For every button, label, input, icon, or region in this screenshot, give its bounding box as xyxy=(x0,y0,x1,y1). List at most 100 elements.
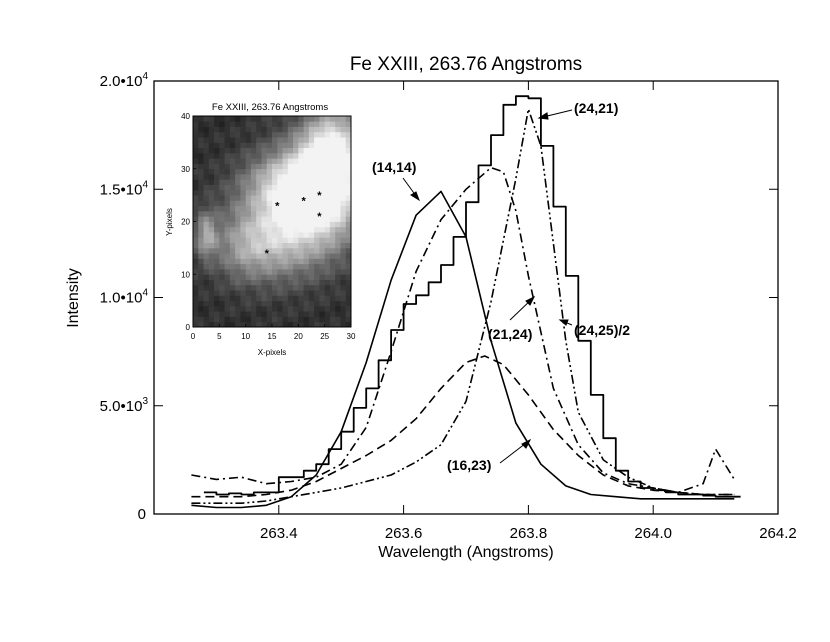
inset-pixel xyxy=(198,226,204,233)
inset-pixel xyxy=(308,311,315,317)
inset-pixel xyxy=(224,205,231,212)
inset-pixel xyxy=(282,205,289,212)
inset-pixel xyxy=(266,216,273,222)
inset-pixel xyxy=(193,205,199,212)
inset-pixel xyxy=(335,216,341,222)
inset-pixel xyxy=(203,274,210,280)
inset-pixel xyxy=(245,253,252,259)
inset-pixel xyxy=(303,147,310,154)
inset-pixel xyxy=(303,232,310,238)
inset-pixel xyxy=(261,210,268,217)
inset-pixel xyxy=(324,242,331,249)
inset-pixel xyxy=(287,216,294,222)
inset-pixel xyxy=(235,121,241,127)
inset-pixel xyxy=(208,168,215,175)
inset-pixel xyxy=(193,316,199,323)
inset-pixel xyxy=(229,210,236,217)
inset-pixel xyxy=(340,205,347,212)
inset-pixel xyxy=(319,295,326,302)
inset-pixel xyxy=(345,237,352,243)
inset-pixel xyxy=(303,174,310,180)
inset-pixel xyxy=(224,284,231,291)
inset-pixel xyxy=(240,305,247,312)
inset-pixel xyxy=(240,200,247,207)
inset-pixel xyxy=(293,300,299,307)
inset-pixel xyxy=(324,137,331,143)
inset-pixel xyxy=(287,174,294,180)
inset-pixel xyxy=(240,142,247,149)
inset-pixel xyxy=(235,226,241,233)
inset-pixel xyxy=(219,158,225,164)
inset-pixel xyxy=(293,263,299,270)
inset-pixel xyxy=(324,237,331,243)
inset-pixel xyxy=(229,279,236,286)
inset-pixel xyxy=(193,210,199,217)
inset-pixel xyxy=(319,221,326,228)
inset-pixel xyxy=(282,263,289,270)
inset-pixel xyxy=(208,321,215,328)
inset-pixel xyxy=(261,284,268,291)
inset-pixel xyxy=(293,221,299,228)
inset-pixel xyxy=(261,295,268,302)
inset-pixel xyxy=(250,216,257,222)
inset-pixel xyxy=(261,116,268,122)
inset-pixel xyxy=(224,158,231,164)
inset-pixel xyxy=(282,147,289,154)
inset-pixel xyxy=(235,274,241,280)
inset-pixel xyxy=(319,137,326,143)
annotation-21-24: (21,24) xyxy=(488,326,532,342)
inset-pixel xyxy=(266,200,273,207)
inset-pixel xyxy=(203,300,210,307)
annotation-14-14: (14,14) xyxy=(372,159,416,175)
inset-pixel xyxy=(277,179,283,185)
inset-pixel xyxy=(324,126,331,133)
inset-pixel xyxy=(319,210,326,217)
inset-pixel xyxy=(235,258,241,265)
inset-pixel xyxy=(287,137,294,143)
inset-pixel xyxy=(240,321,247,328)
inset-pixel xyxy=(293,284,299,291)
inset-pixel xyxy=(340,295,347,302)
inset-pixel xyxy=(224,121,231,127)
inset-pixel xyxy=(240,242,247,249)
inset-pixel xyxy=(229,205,236,212)
inset-pixel xyxy=(250,142,257,149)
inset-pixel xyxy=(266,147,273,154)
inset-pixel xyxy=(219,152,225,159)
inset-pixel xyxy=(277,316,283,323)
inset-pixel xyxy=(298,179,304,185)
inset-pixel xyxy=(329,321,336,328)
inset-pixel xyxy=(293,258,299,265)
inset-pixel xyxy=(340,121,347,127)
inset-pixel xyxy=(203,232,210,238)
inset-pixel xyxy=(277,152,283,159)
inset-pixel xyxy=(245,216,252,222)
inset-pixel xyxy=(319,237,326,243)
inset-pixel xyxy=(261,168,268,175)
inset-pixel xyxy=(193,258,199,265)
inset-pixel xyxy=(298,137,304,143)
inset-pixel xyxy=(266,290,273,296)
inset-pixel xyxy=(345,300,352,307)
inset-pixel xyxy=(256,295,262,302)
inset-pixel xyxy=(298,311,304,317)
inset-pixel xyxy=(224,279,231,286)
inset-marker: * xyxy=(265,248,270,260)
inset-pixel xyxy=(340,116,347,122)
inset-pixel xyxy=(287,321,294,328)
inset-pixel xyxy=(277,311,283,317)
inset-pixel xyxy=(340,316,347,323)
inset-pixel xyxy=(314,152,320,159)
inset-pixel xyxy=(324,290,331,296)
inset-pixel xyxy=(235,152,241,159)
inset-pixel xyxy=(256,158,262,164)
inset-pixel xyxy=(293,311,299,317)
inset-pixel xyxy=(203,226,210,233)
inset-pixel xyxy=(261,126,268,133)
inset-pixel xyxy=(193,253,199,259)
inset-pixel xyxy=(250,305,257,312)
inset-pixel xyxy=(335,205,341,212)
inset-pixel xyxy=(287,195,294,201)
inset-pixel xyxy=(324,174,331,180)
inset-pixel xyxy=(335,258,341,265)
